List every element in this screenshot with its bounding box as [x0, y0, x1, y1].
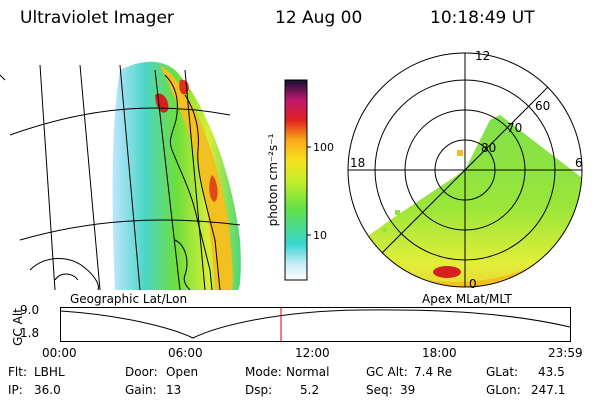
- colorbar-scale: [284, 79, 308, 281]
- altitude-plot-frame: [60, 307, 571, 342]
- app-title: Ultraviolet Imager: [20, 8, 174, 28]
- polar-small-spot: [457, 150, 463, 156]
- glon-label: GLon:: [486, 383, 521, 397]
- polar-lat-60: 60: [535, 99, 550, 113]
- date-label: 12 Aug 00: [275, 8, 363, 28]
- colorbar-tick-100: 100: [313, 141, 334, 154]
- altitude-ymin: 1.8: [20, 326, 40, 340]
- altitude-plot: [60, 307, 571, 342]
- mode-label: Mode:: [245, 365, 282, 379]
- polar-label-0: 0: [469, 277, 477, 290]
- apex-label: Apex MLat/MLT: [422, 292, 512, 306]
- colorbar-tick-10: 10: [313, 229, 327, 242]
- flt-value: LBHL: [34, 365, 65, 379]
- geographic-map: [0, 61, 241, 290]
- xtick-0000: 00:00: [42, 346, 77, 360]
- xtick-0600: 06:00: [168, 346, 203, 360]
- ip-label: IP:: [8, 383, 23, 397]
- glat-label: GLat:: [486, 365, 519, 379]
- colorbar-label: photon cm⁻²s⁻¹: [266, 133, 280, 226]
- xtick-2359: 23:59: [548, 346, 583, 360]
- mode-value: Normal: [286, 365, 330, 379]
- polar-label-6: 6: [575, 156, 583, 170]
- flt-label: Flt:: [8, 365, 27, 379]
- gain-value: 13: [166, 383, 182, 397]
- xtick-1200: 12:00: [295, 346, 330, 360]
- door-value: Open: [166, 365, 199, 379]
- glat-value: 43.5: [538, 365, 565, 379]
- dsp-value: 5.2: [300, 383, 320, 397]
- glon-value: 247.1: [531, 383, 566, 397]
- polar-aurora-hot-spot: [433, 266, 461, 278]
- ip-value: 36.0: [34, 383, 61, 397]
- altitude-curve: [60, 309, 571, 339]
- polar-aurora-region: [348, 115, 582, 287]
- colorbar: 100 10 photon cm⁻²s⁻¹: [266, 79, 334, 281]
- polar-label-12: 12: [475, 49, 490, 63]
- xtick-1800: 18:00: [422, 346, 457, 360]
- seq-label: Seq:: [366, 383, 393, 397]
- time-label: 10:18:49 UT: [430, 8, 535, 28]
- polar-label-18: 18: [350, 156, 365, 170]
- polar-lat-70: 70: [507, 121, 522, 135]
- seq-value: 39: [400, 383, 416, 397]
- coastlines: [29, 74, 221, 290]
- gain-label: Gain:: [125, 383, 157, 397]
- door-label: Door:: [125, 365, 158, 379]
- polar-mlt-plot: 12 18 6 0 60 70 80: [347, 49, 583, 290]
- altitude-ymax: 9.0: [20, 303, 40, 317]
- aurora-bright-band: [160, 65, 233, 290]
- polar-lat-80: 80: [481, 141, 496, 155]
- aurora-hot-spot-3: [209, 175, 218, 202]
- dsp-label: Dsp:: [245, 383, 273, 397]
- geographic-label: Geographic Lat/Lon: [70, 292, 188, 306]
- gcalt-label: GC Alt:: [366, 365, 408, 379]
- polar-gridlines: [347, 52, 583, 288]
- gcalt-value: 7.4 Re: [414, 365, 453, 379]
- aurora-emission-region: [112, 61, 241, 290]
- map-gridlines: [0, 64, 241, 290]
